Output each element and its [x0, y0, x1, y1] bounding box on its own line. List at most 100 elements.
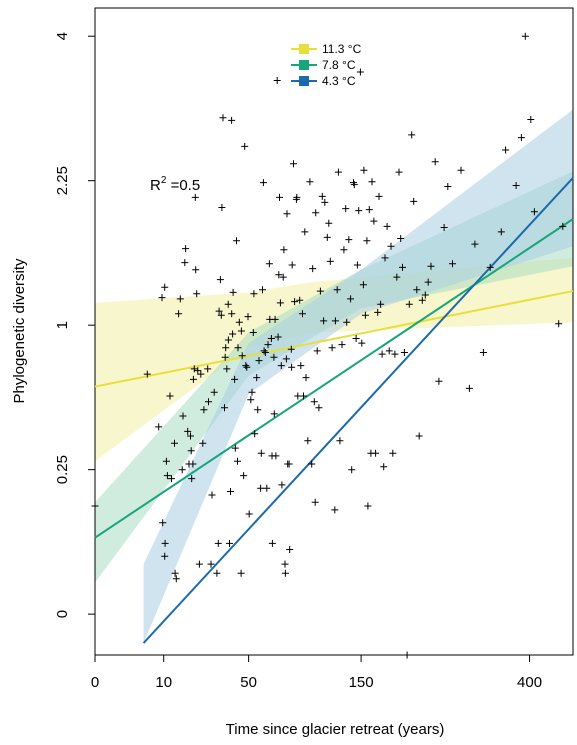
data-point — [321, 198, 329, 206]
data-point — [333, 286, 341, 294]
data-point — [410, 197, 418, 205]
data-point — [375, 192, 383, 200]
data-point — [249, 329, 257, 336]
data-point — [228, 116, 236, 124]
data-point — [457, 166, 465, 174]
data-point — [234, 344, 242, 352]
data-point — [325, 219, 333, 227]
data-point — [304, 437, 312, 445]
data-point — [228, 310, 236, 318]
data-point — [255, 357, 263, 365]
data-point — [279, 273, 287, 281]
data-point — [172, 575, 180, 583]
data-point — [395, 168, 403, 176]
y-axis-title: Phylogenetic diversity — [11, 258, 28, 404]
data-point — [192, 266, 200, 274]
data-point — [237, 569, 245, 577]
data-point — [318, 192, 326, 200]
data-point — [208, 491, 216, 499]
data-point — [403, 651, 411, 659]
data-point — [389, 449, 397, 457]
data-point — [221, 404, 228, 412]
data-point — [421, 291, 429, 299]
data-point — [288, 363, 296, 371]
data-point — [348, 466, 356, 474]
r-squared-superscript: 2 — [161, 175, 167, 186]
data-point — [159, 519, 167, 527]
data-point — [283, 210, 291, 218]
data-point — [296, 296, 304, 304]
data-point — [381, 254, 389, 262]
data-point — [397, 235, 405, 242]
data-point — [191, 193, 199, 201]
data-point — [237, 327, 245, 335]
data-point — [345, 236, 353, 244]
data-point — [413, 286, 421, 294]
data-point — [243, 363, 251, 371]
data-point — [313, 347, 321, 355]
data-point — [527, 116, 535, 123]
data-point — [215, 307, 223, 315]
legend-label-7-8: 7.8 °C — [322, 58, 356, 72]
data-point — [449, 260, 456, 268]
data-point — [521, 32, 529, 40]
data-point — [363, 237, 371, 245]
data-point — [161, 552, 169, 560]
data-point — [405, 300, 413, 308]
confidence-band-43 — [143, 109, 573, 643]
data-point — [261, 349, 269, 356]
data-point — [347, 295, 355, 303]
data-point — [512, 182, 520, 189]
y-tick-label: 2.25 — [54, 166, 71, 195]
data-point — [271, 315, 279, 323]
data-point — [224, 300, 232, 308]
data-point — [231, 375, 239, 383]
regression-line-113 — [94, 290, 574, 388]
data-point — [250, 290, 258, 298]
data-point — [297, 362, 305, 370]
data-point — [241, 142, 249, 150]
data-point — [166, 392, 174, 400]
data-point — [444, 183, 452, 190]
legend-label-4-3: 4.3 °C — [322, 74, 356, 88]
data-point — [214, 539, 222, 547]
regression-line-78 — [94, 218, 574, 539]
data-point — [497, 228, 505, 236]
data-point — [312, 209, 320, 217]
data-point — [276, 299, 284, 307]
data-point — [356, 68, 364, 76]
data-point — [195, 560, 203, 568]
data-point — [517, 134, 525, 142]
data-point — [331, 317, 339, 325]
data-point — [355, 207, 363, 215]
data-point — [328, 344, 336, 352]
data-point — [380, 463, 388, 471]
data-point — [189, 375, 197, 383]
data-point — [309, 265, 317, 273]
data-point — [287, 345, 295, 353]
data-point — [257, 484, 265, 492]
data-point — [299, 310, 306, 318]
data-point — [359, 281, 367, 289]
data-point — [343, 318, 351, 326]
data-point — [182, 245, 190, 253]
data-point — [244, 313, 252, 321]
data-point — [306, 178, 314, 186]
y-tick-label: 4 — [54, 32, 71, 40]
data-point — [408, 131, 416, 139]
data-point — [280, 246, 288, 254]
data-point — [383, 222, 391, 230]
data-point — [197, 370, 205, 378]
data-point — [200, 406, 208, 414]
data-point — [231, 444, 239, 452]
y-tick-label: 1 — [54, 321, 71, 329]
data-point — [378, 350, 386, 358]
data-point — [281, 560, 289, 568]
data-point — [210, 388, 218, 396]
data-point — [224, 336, 232, 344]
data-point — [291, 298, 299, 306]
data-point — [364, 502, 372, 510]
y-tick-label: 0 — [54, 610, 71, 618]
data-point — [308, 460, 316, 468]
data-point — [285, 460, 293, 468]
